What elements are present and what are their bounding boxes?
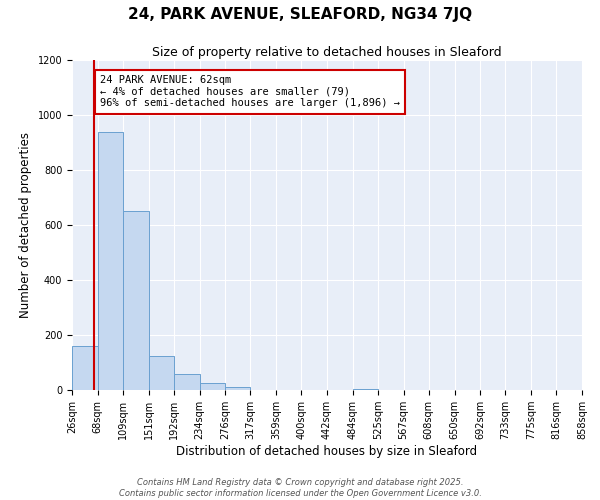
Bar — [174, 374, 200, 390]
Text: Contains HM Land Registry data © Crown copyright and database right 2025.
Contai: Contains HM Land Registry data © Crown c… — [119, 478, 481, 498]
Bar — [72, 346, 98, 390]
Bar — [199, 383, 225, 390]
Bar — [123, 211, 149, 390]
Bar — [353, 388, 378, 390]
Text: 24 PARK AVENUE: 62sqm
← 4% of detached houses are smaller (79)
96% of semi-detac: 24 PARK AVENUE: 62sqm ← 4% of detached h… — [100, 75, 400, 108]
Text: 24, PARK AVENUE, SLEAFORD, NG34 7JQ: 24, PARK AVENUE, SLEAFORD, NG34 7JQ — [128, 8, 472, 22]
Y-axis label: Number of detached properties: Number of detached properties — [19, 132, 32, 318]
Bar — [149, 356, 174, 390]
Title: Size of property relative to detached houses in Sleaford: Size of property relative to detached ho… — [152, 46, 502, 59]
Bar — [225, 387, 250, 390]
X-axis label: Distribution of detached houses by size in Sleaford: Distribution of detached houses by size … — [176, 445, 478, 458]
Bar — [98, 132, 123, 390]
